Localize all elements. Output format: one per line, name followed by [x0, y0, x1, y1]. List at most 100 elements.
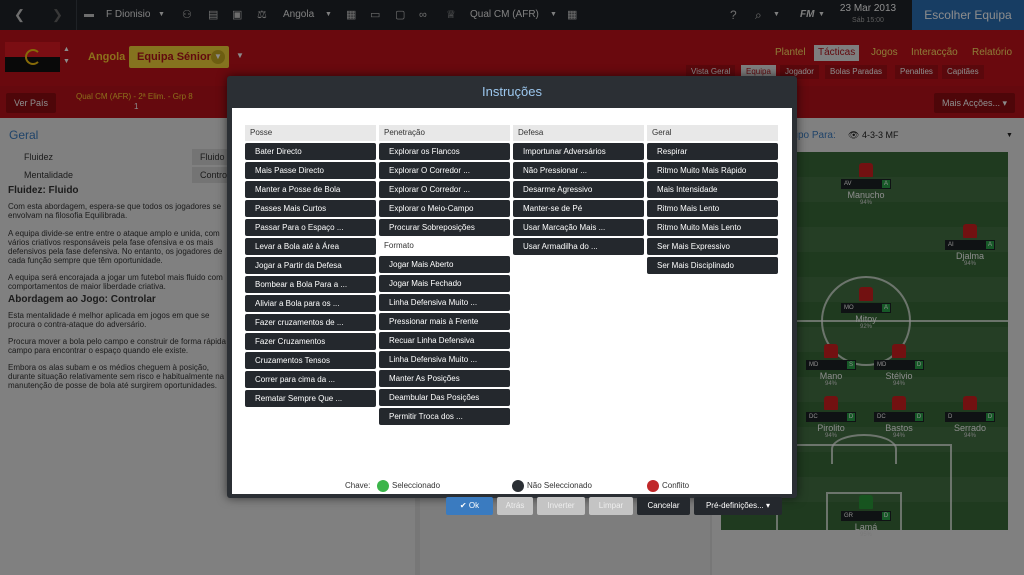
tab-relatorio[interactable]: Relatório — [972, 47, 1013, 58]
instruction-button[interactable]: Não Pressionar ... — [513, 162, 644, 179]
instruction-button[interactable]: Levar a Bola até à Área — [245, 238, 376, 255]
tab-plantel[interactable]: Plantel — [775, 47, 806, 58]
back-icon[interactable]: ❮ — [14, 7, 25, 22]
description-title: Abordagem ao Jogo: Controlar — [8, 295, 233, 305]
player-marker[interactable]: MO A Mitoy 92% — [836, 287, 896, 330]
instruction-button[interactable]: Fazer cruzamentos de ... — [245, 314, 376, 331]
subtab-vista-geral[interactable]: Vista Geral — [686, 65, 736, 79]
player-marker[interactable]: MD S Mano 94% — [801, 344, 861, 387]
manager-icon[interactable]: ⚇ — [182, 9, 192, 21]
chevron-down-icon[interactable]: ▼ — [158, 11, 165, 18]
instruction-button[interactable]: Explorar O Corredor ... — [379, 181, 510, 198]
instruction-button[interactable]: Explorar O Corredor ... — [379, 162, 510, 179]
subtab-jogador[interactable]: Jogador — [780, 65, 819, 79]
instruction-button[interactable]: Manter-se de Pé — [513, 200, 644, 217]
instruction-button[interactable]: Ritmo Muito Mais Lento — [647, 219, 778, 236]
instruction-button[interactable]: Ritmo Mais Lento — [647, 200, 778, 217]
instruction-button[interactable]: Permitir Troca dos ... — [379, 408, 510, 425]
search-icon[interactable]: ⌕ — [755, 8, 762, 22]
clipboard-icon[interactable]: ▤ — [208, 9, 219, 21]
chevron-down-icon[interactable]: ▼ — [1006, 132, 1013, 139]
player-marker[interactable]: GR D Lamá 95% — [836, 495, 896, 538]
team-switch-arrows[interactable]: ▲ ▼ — [63, 46, 70, 65]
forward-icon[interactable]: ❯ — [52, 7, 63, 22]
instruction-button[interactable]: Jogar Mais Aberto — [379, 256, 510, 273]
continue-button[interactable]: Escolher Equipa — [912, 0, 1024, 30]
chevron-down-icon[interactable]: ▼ — [325, 11, 332, 18]
instruction-button[interactable]: Linha Defensiva Muito ... — [379, 294, 510, 311]
window-icon[interactable]: ▢ — [395, 9, 406, 21]
clear-button[interactable]: Limpar — [589, 497, 633, 515]
player-marker[interactable]: MD D Stélvio 94% — [869, 344, 929, 387]
view-nation-button[interactable]: Ver País — [6, 93, 57, 113]
instruction-button[interactable]: Fazer Cruzamentos — [245, 333, 376, 350]
subtab-capitaes[interactable]: Capitães — [942, 65, 984, 79]
instruction-button[interactable]: Desarme Agressivo — [513, 181, 644, 198]
instruction-button[interactable]: Manter a Posse de Bola — [245, 181, 376, 198]
subtab-bolas-paradas[interactable]: Bolas Paradas — [825, 65, 888, 79]
instruction-button[interactable]: Passes Mais Curtos — [245, 200, 376, 217]
chevron-down-icon[interactable]: ▼ — [211, 50, 225, 64]
instruction-button[interactable]: Correr para cima da ... — [245, 371, 376, 388]
instruction-button[interactable]: Recuar Linha Defensiva — [379, 332, 510, 349]
instruction-button[interactable]: Procurar Sobreposições — [379, 219, 510, 236]
nation-selector[interactable]: Angola — [283, 9, 315, 20]
instruction-button[interactable]: Explorar os Flancos — [379, 143, 510, 160]
tab-tacticas[interactable]: Tácticas — [814, 45, 860, 61]
ok-button[interactable]: ✔ Ok — [446, 497, 493, 515]
instruction-button[interactable]: Passar Para o Espaço ... — [245, 219, 376, 236]
instruction-button[interactable]: Importunar Adversários — [513, 143, 644, 160]
instruction-button[interactable]: Usar Marcação Mais ... — [513, 219, 644, 236]
subtab-penalties[interactable]: Penalties — [895, 65, 938, 79]
scales-icon[interactable]: ⚖ — [257, 9, 267, 21]
player-marker[interactable]: AI A Djalma 94% — [940, 224, 1000, 267]
instruction-button[interactable]: Linha Defensiva Muito ... — [379, 351, 510, 368]
instruction-button[interactable]: Deambular Das Posições — [379, 389, 510, 406]
subtab-equipa[interactable]: Equipa — [741, 65, 776, 79]
instruction-button[interactable]: Ritmo Muito Mais Rápido — [647, 162, 778, 179]
more-actions-button[interactable]: Mais Acções... ▾ — [934, 93, 1016, 113]
formation-selector[interactable]: 👁 4-3-3 MF — [848, 130, 899, 140]
instruction-button[interactable]: Rematar Sempre Que ... — [245, 390, 376, 407]
back-button[interactable]: Atrás — [497, 497, 533, 515]
trophy-icon[interactable]: ♕ — [446, 9, 456, 21]
competition-selector[interactable]: Qual CM (AFR) — [470, 9, 539, 20]
chevron-down-icon[interactable]: ▼ — [773, 11, 780, 18]
club-selector[interactable]: F Dionisio — [106, 9, 151, 20]
squad-selector[interactable]: Equipa Sénior ▼ — [129, 46, 229, 68]
calendar-icon[interactable]: ▦ — [567, 9, 578, 21]
instruction-button[interactable]: Jogar Mais Fechado — [379, 275, 510, 292]
instruction-button[interactable]: Usar Armadilha do ... — [513, 238, 644, 255]
instruction-button[interactable]: Mais Intensidade — [647, 181, 778, 198]
presets-button[interactable]: Pré-definições... ▾ — [694, 497, 782, 515]
instruction-button[interactable]: Respirar — [647, 143, 778, 160]
instruction-button[interactable]: Cruzamentos Tensos — [245, 352, 376, 369]
cancel-button[interactable]: Cancelar — [637, 497, 690, 515]
invert-button[interactable]: Inverter — [537, 497, 585, 515]
instruction-button[interactable]: Aliviar a Bola para os ... — [245, 295, 376, 312]
instruction-button[interactable]: Bombear a Bola Para a ... — [245, 276, 376, 293]
instruction-button[interactable]: Bater Directo — [245, 143, 376, 160]
instruction-button[interactable]: Manter As Posições — [379, 370, 510, 387]
folder-icon[interactable]: ▭ — [370, 9, 381, 21]
binoculars-icon[interactable]: ∞ — [419, 9, 427, 21]
player-marker[interactable]: AV A Manucho 94% — [836, 163, 896, 206]
instruction-button[interactable]: Jogar a Partir da Defesa — [245, 257, 376, 274]
fm-menu[interactable]: FM — [800, 9, 815, 20]
help-icon[interactable]: ? — [730, 8, 737, 22]
briefcase-icon[interactable]: ▣ — [232, 9, 243, 21]
player-marker[interactable]: DC D Bastos 94% — [869, 396, 929, 439]
instruction-button[interactable]: Mais Passe Directo — [245, 162, 376, 179]
chevron-down-icon[interactable]: ▼ — [550, 11, 557, 18]
instruction-button[interactable]: Ser Mais Disciplinado — [647, 257, 778, 274]
grid-icon[interactable]: ▦ — [346, 9, 357, 21]
tab-jogos[interactable]: Jogos — [871, 47, 898, 58]
chevron-down-icon[interactable]: ▼ — [236, 51, 244, 60]
player-marker[interactable]: DC D Pirolito 94% — [801, 396, 861, 439]
chevron-down-icon[interactable]: ▼ — [818, 11, 825, 18]
instruction-button[interactable]: Ser Mais Expressivo — [647, 238, 778, 255]
instruction-button[interactable]: Pressionar mais à Frente — [379, 313, 510, 330]
instruction-button[interactable]: Explorar o Meio-Campo — [379, 200, 510, 217]
tab-interaccao[interactable]: Interacção — [911, 47, 958, 58]
